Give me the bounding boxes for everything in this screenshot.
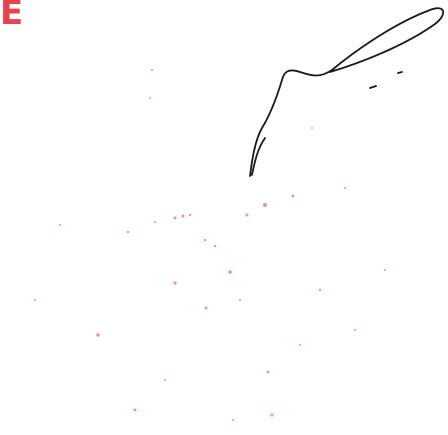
stamp-specks — [34, 69, 386, 421]
signature — [249, 7, 444, 177]
corner-letter: E — [0, 0, 24, 33]
